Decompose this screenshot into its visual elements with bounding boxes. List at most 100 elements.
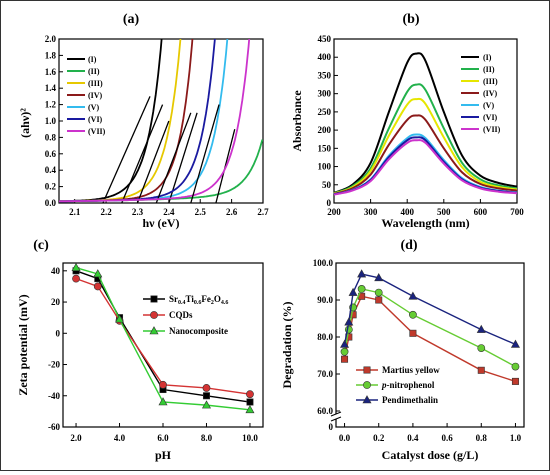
data-point	[115, 314, 125, 323]
y-tick-label: 1.0	[45, 116, 57, 126]
legend-marker	[150, 311, 158, 319]
panel-a: (a) 0.0 0.2 0.4 0.6 0.8 1.0 1.2 1.4 1.6 1.8 2.0 2.1 2…	[18, 12, 269, 230]
y-tick-label: 150	[318, 143, 332, 153]
y-tick-label: 300	[318, 89, 332, 99]
data-point	[477, 366, 485, 374]
legend-label: (III)	[88, 79, 103, 88]
spectrum-series	[333, 114, 518, 195]
y-tick-label: 200	[318, 125, 332, 135]
legend-label: Nanocomposite	[169, 326, 228, 336]
data-point	[409, 310, 417, 319]
legend-label: (VII)	[88, 127, 106, 136]
legend-label: (V)	[483, 101, 494, 110]
legend-label: (I)	[88, 55, 97, 64]
axis-break-gap	[331, 414, 341, 419]
legend-label: (VI)	[483, 113, 498, 122]
data-point	[344, 317, 354, 326]
legend-label: (IV)	[88, 91, 103, 100]
data-point	[357, 269, 367, 278]
data-point	[409, 329, 417, 337]
legend-marker	[363, 366, 371, 374]
plot-frame-b	[333, 38, 518, 204]
y-axis-label-a: (ahν)²	[18, 108, 32, 138]
x-tick-label: 2.3	[132, 207, 144, 217]
y-tick-label: 0.6	[45, 149, 57, 159]
y-tick-label: 0	[56, 328, 61, 338]
panel-label-c: (c)	[33, 238, 49, 253]
data-point	[510, 339, 520, 348]
x-tick-label: 6.0	[157, 433, 169, 443]
panel-label-b: (b)	[402, 12, 419, 27]
data-point	[511, 377, 519, 385]
y-tick-label: 350	[318, 70, 332, 80]
x-tick-label: 300	[364, 207, 378, 217]
data-point	[202, 392, 210, 400]
y-tick-label: -20	[48, 360, 60, 370]
data-point	[374, 272, 384, 282]
tauc-fit-line	[102, 96, 151, 204]
panel-label-d: (d)	[400, 238, 417, 253]
x-tick-label: 0.2	[373, 433, 385, 443]
x-tick-label: 600	[474, 207, 488, 217]
y-tick-label: 40	[51, 266, 61, 276]
tauc-fit-line	[190, 104, 220, 204]
data-point	[72, 274, 80, 283]
data-point	[246, 398, 254, 406]
legend-label: Sr0.4Ti0.6Fe2O4.6	[169, 294, 228, 306]
spectrum-series	[333, 52, 518, 194]
x-tick-label: 2.5	[195, 207, 207, 217]
spectrum-series	[333, 97, 518, 195]
legend-label: p-nitrophenol	[381, 380, 435, 390]
tauc-fit-line	[136, 120, 170, 204]
x-tick-label: 0.0	[339, 433, 351, 443]
tauc-fit-line	[155, 112, 192, 204]
x-tick-label: 1.0	[510, 433, 522, 443]
spectrum-series	[333, 83, 518, 195]
y-tick-label: 0.2	[45, 182, 57, 192]
data-point	[511, 362, 520, 371]
x-tick-label: 2.0	[70, 433, 82, 443]
y-tick-label: 80.0	[317, 332, 333, 342]
legend-label: (V)	[88, 103, 99, 112]
y-tick-label-zero: 0	[329, 422, 334, 432]
legend-label: (II)	[88, 67, 100, 76]
y-tick-label: 20	[51, 297, 61, 307]
legend-label: (VII)	[483, 125, 501, 134]
panel-b: (b) 0 50 100 150 200 250 300 350 400 450 200 300 400 5…	[290, 12, 524, 230]
data-point	[202, 384, 211, 392]
tauc-fit-line	[121, 104, 164, 204]
x-tick-label: 0.6	[441, 433, 453, 443]
legend-label: Pendimethalin	[382, 395, 438, 405]
data-point	[245, 405, 255, 414]
zeta-series-line	[75, 277, 251, 395]
y-axis-label-c: Zeta potential (mV)	[16, 294, 30, 395]
x-tick-label: 2.7	[257, 207, 269, 217]
y-tick-label: 1.4	[45, 83, 57, 93]
x-tick-label: 2.6	[226, 207, 238, 217]
y-tick-label: 1.8	[45, 50, 57, 60]
legend-label: (IV)	[483, 89, 498, 98]
data-point	[477, 344, 486, 352]
legend-label: (I)	[483, 53, 492, 62]
y-tick-label: 100	[318, 162, 332, 172]
degradation-series-line	[343, 288, 516, 368]
data-point	[357, 284, 366, 293]
x-tick-label: 10.0	[242, 433, 258, 443]
panel-label-a: (a)	[123, 12, 140, 27]
degradation-series-line	[343, 273, 516, 346]
axis-break-mark	[330, 411, 342, 417]
y-tick-label: 250	[318, 107, 332, 117]
legend-marker	[150, 295, 158, 303]
y-tick-label: 70.0	[317, 369, 333, 379]
y-tick-label: -40	[48, 391, 60, 401]
x-axis-label-a: hν (eV)	[142, 216, 179, 230]
data-point	[374, 288, 383, 297]
y-tick-label: 400	[318, 52, 332, 62]
x-tick-label: 2.2	[100, 207, 112, 217]
legend-label: Martius yellow	[382, 365, 440, 375]
y-tick-label: 1.6	[45, 67, 57, 77]
y-tick-label: 50	[322, 180, 332, 190]
data-point	[159, 380, 167, 389]
